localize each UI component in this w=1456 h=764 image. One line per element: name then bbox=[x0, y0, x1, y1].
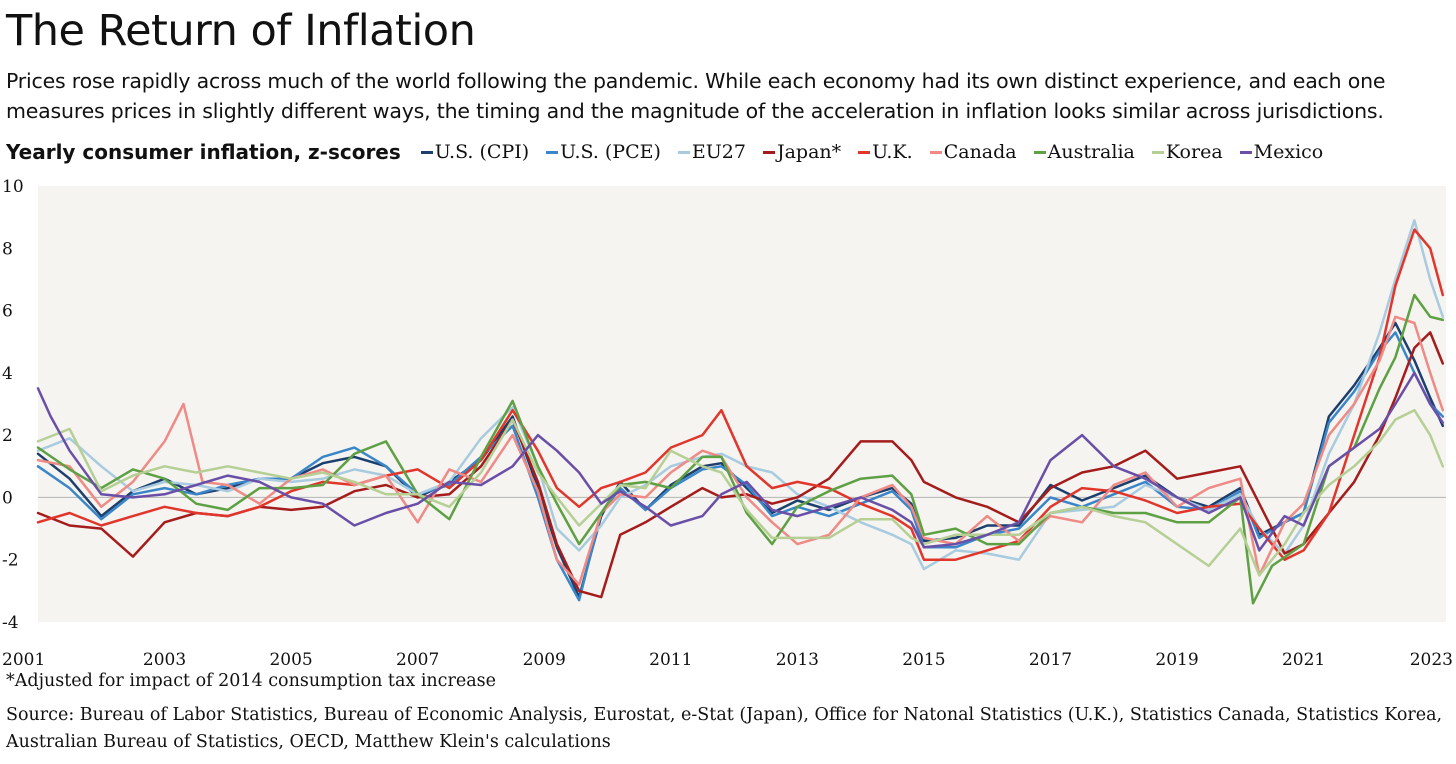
legend-items: U.S. (CPI) U.S. (PCE) EU27 Japan* U.K. Canada… bbox=[420, 141, 1340, 163]
y-tick-label: 2 bbox=[2, 426, 13, 446]
legend-swatch bbox=[677, 150, 690, 154]
plot-background bbox=[38, 186, 1446, 622]
legend-swatch bbox=[420, 150, 433, 154]
series-line-japan bbox=[36, 331, 1445, 599]
y-tick-label: -2 bbox=[2, 551, 19, 571]
legend-swatch bbox=[858, 150, 871, 154]
legend-title: Yearly consumer inflation, z-scores bbox=[6, 140, 401, 164]
line-chart: 10 8 6 4 2 0 -2 -4 2001 2003 2005 2007 2009 2011 2013… bbox=[2, 177, 1453, 666]
legend-swatch bbox=[1151, 150, 1164, 154]
legend-item-japan: Japan* bbox=[762, 141, 842, 163]
legend-label: U.S. (CPI) bbox=[434, 141, 530, 163]
y-tick-label: 0 bbox=[2, 488, 13, 508]
source-note: Source: Bureau of Labor Statistics, Bure… bbox=[6, 705, 1443, 752]
legend-swatch bbox=[1033, 150, 1046, 154]
series-line-australia bbox=[36, 293, 1445, 605]
legend-label: U.S. (PCE) bbox=[560, 141, 661, 163]
x-tick-label: 2015 bbox=[902, 650, 945, 666]
legend-label: Australia bbox=[1047, 141, 1135, 163]
y-tick-label: -4 bbox=[2, 613, 19, 633]
legend-label: Mexico bbox=[1253, 141, 1324, 163]
y-tick-label: 10 bbox=[2, 177, 24, 197]
y-tick-label: 6 bbox=[2, 302, 13, 322]
series-layer bbox=[36, 219, 1445, 605]
legend-item-canada: Canada bbox=[929, 141, 1017, 163]
x-tick-label: 2001 bbox=[2, 650, 45, 666]
series-line-mexico bbox=[36, 371, 1445, 552]
legend-item-u-k: U.K. bbox=[858, 141, 913, 163]
x-tick-label: 2007 bbox=[396, 650, 439, 666]
x-tick-label: 2005 bbox=[269, 650, 312, 666]
chart-title: The Return of Inflation bbox=[6, 6, 476, 56]
y-tick-label: 4 bbox=[2, 364, 13, 384]
legend-label: U.K. bbox=[872, 141, 913, 163]
series-line-u-s-pce bbox=[36, 331, 1445, 602]
legend: Yearly consumer inflation, z-scores U.S.… bbox=[6, 136, 1340, 168]
y-tick-label: 8 bbox=[2, 239, 13, 259]
x-tick-label: 2023 bbox=[1410, 650, 1453, 666]
series-line-korea bbox=[36, 408, 1445, 577]
series-line-canada bbox=[36, 315, 1445, 586]
legend-item-eu27: EU27 bbox=[677, 141, 746, 163]
footnote: *Adjusted for impact of 2014 consumption… bbox=[6, 671, 496, 691]
legend-label: Japan* bbox=[776, 141, 842, 163]
legend-label: Korea bbox=[1165, 141, 1223, 163]
x-tick-label: 2011 bbox=[649, 650, 692, 666]
legend-item-mexico: Mexico bbox=[1239, 141, 1324, 163]
legend-item-u-s-cpi: U.S. (CPI) bbox=[420, 141, 530, 163]
legend-swatch bbox=[546, 150, 559, 154]
x-tick-label: 2017 bbox=[1029, 650, 1072, 666]
legend-item-u-s-pce: U.S. (PCE) bbox=[546, 141, 661, 163]
legend-swatch bbox=[929, 150, 942, 154]
legend-swatch bbox=[1239, 150, 1252, 154]
legend-item-korea: Korea bbox=[1151, 141, 1223, 163]
x-tick-label: 2019 bbox=[1155, 650, 1198, 666]
x-tick-label: 2013 bbox=[776, 650, 819, 666]
x-tick-label: 2003 bbox=[143, 650, 186, 666]
x-tick-label: 2021 bbox=[1282, 650, 1325, 666]
chart-subtitle: Prices rose rapidly across much of the w… bbox=[6, 69, 1386, 123]
x-axis: 2001 2003 2005 2007 2009 2011 2013 2015 2017 2019… bbox=[2, 650, 1453, 666]
legend-label: Canada bbox=[943, 141, 1017, 163]
legend-label: EU27 bbox=[691, 141, 746, 163]
legend-swatch bbox=[762, 150, 775, 154]
series-line-u-s-cpi bbox=[36, 321, 1445, 599]
y-axis: 10 8 6 4 2 0 -2 -4 bbox=[2, 177, 24, 633]
x-tick-label: 2009 bbox=[523, 650, 566, 666]
legend-item-australia: Australia bbox=[1033, 141, 1135, 163]
